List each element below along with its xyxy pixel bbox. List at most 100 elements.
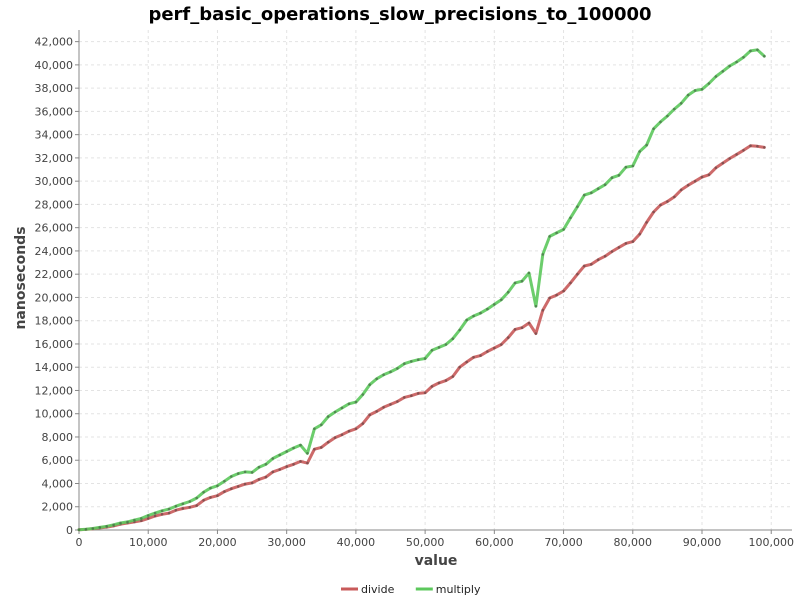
y-tick-label: 32,000 (35, 152, 74, 165)
data-point-multiply (299, 443, 302, 447)
data-point-multiply (389, 370, 392, 374)
data-point-multiply (133, 518, 136, 522)
data-point-multiply (735, 60, 738, 64)
data-point-divide (236, 485, 240, 488)
series-multiply (77, 48, 766, 532)
data-point-multiply (396, 367, 399, 370)
data-point-multiply (77, 528, 81, 531)
data-point-divide (382, 406, 385, 409)
data-point-multiply (590, 191, 593, 195)
data-point-divide (548, 296, 551, 300)
data-point-divide (410, 394, 413, 398)
data-point-divide (320, 446, 323, 449)
y-tick-label: 30,000 (35, 175, 74, 188)
data-point-divide (250, 481, 254, 485)
data-point-multiply (749, 49, 752, 53)
data-point-multiply (562, 228, 565, 231)
data-point-divide (659, 203, 662, 207)
data-point-multiply (84, 528, 88, 531)
y-tick-label: 12,000 (35, 384, 74, 397)
data-point-multiply (112, 523, 115, 527)
data-point-multiply (569, 216, 572, 220)
data-point-divide (534, 332, 538, 335)
data-point-divide (209, 496, 212, 499)
data-point-multiply (98, 526, 102, 529)
data-point-multiply (403, 362, 406, 366)
data-point-multiply (493, 303, 496, 306)
data-point-multiply (555, 231, 558, 235)
data-point-multiply (513, 281, 517, 285)
y-tick-label: 16,000 (35, 338, 74, 351)
data-point-multiply (306, 452, 309, 455)
data-point-divide (707, 173, 711, 177)
data-point-multiply (610, 176, 614, 179)
data-point-multiply (292, 446, 295, 450)
data-point-multiply (465, 318, 469, 322)
data-point-divide (368, 413, 372, 417)
x-tick-label: 20,000 (198, 536, 237, 549)
y-tick-label: 14,000 (35, 361, 74, 374)
data-point-divide (541, 308, 545, 312)
y-tick-label: 28,000 (35, 198, 74, 211)
data-point-multiply (209, 486, 212, 490)
data-point-multiply (140, 517, 143, 520)
data-point-multiply (548, 235, 551, 238)
data-point-multiply (486, 307, 489, 311)
data-point-multiply (645, 143, 648, 147)
data-point-divide (326, 440, 330, 444)
data-point-divide (749, 144, 752, 147)
data-point-multiply (181, 502, 185, 506)
data-point-divide (416, 392, 420, 395)
data-point-divide (562, 289, 565, 293)
legend: divide multiply (341, 583, 481, 596)
series-line-divide (77, 144, 766, 532)
data-point-multiply (340, 406, 344, 410)
data-point-multiply (430, 349, 434, 352)
data-point-multiply (576, 205, 579, 208)
data-point-divide (714, 166, 718, 170)
data-point-divide (458, 365, 462, 369)
x-tick-label: 40,000 (337, 536, 376, 549)
data-point-divide (673, 195, 676, 199)
data-point-multiply (105, 525, 108, 528)
data-point-divide (486, 350, 489, 353)
data-point-multiply (603, 183, 607, 186)
data-point-divide (742, 149, 745, 152)
data-point-divide (617, 246, 621, 249)
data-point-divide (313, 447, 316, 451)
data-point-divide (583, 264, 586, 268)
data-point-multiply (596, 187, 600, 190)
x-tick-label: 100,000 (748, 536, 794, 549)
data-point-divide (174, 508, 178, 512)
data-point-multiply (278, 453, 282, 457)
data-point-divide (354, 427, 358, 431)
data-point-divide (403, 396, 406, 399)
data-point-multiply (160, 509, 164, 513)
y-tick-label: 18,000 (35, 315, 74, 328)
data-point-divide (437, 381, 441, 385)
data-point-divide (631, 240, 635, 243)
data-point-divide (285, 465, 289, 468)
data-point-multiply (91, 527, 95, 530)
x-axis-label: value (415, 553, 458, 569)
data-point-divide (299, 460, 302, 463)
data-point-multiply (666, 114, 669, 118)
data-point-divide (756, 145, 759, 148)
data-point-divide (202, 499, 205, 502)
data-point-divide (444, 379, 448, 382)
y-tick-label: 10,000 (35, 408, 74, 421)
data-point-divide (243, 482, 247, 486)
data-point-multiply (756, 48, 759, 52)
y-tick-label: 34,000 (35, 129, 74, 142)
data-point-divide (555, 293, 558, 297)
data-point-multiply (631, 164, 635, 168)
data-point-divide (223, 490, 226, 493)
grid (79, 30, 792, 530)
data-point-multiply (444, 343, 448, 346)
data-point-divide (306, 461, 309, 465)
data-point-divide (167, 511, 171, 515)
data-point-divide (520, 326, 524, 330)
data-point-multiply (236, 472, 240, 475)
data-point-divide (396, 400, 399, 403)
data-point-multiply (763, 54, 766, 58)
